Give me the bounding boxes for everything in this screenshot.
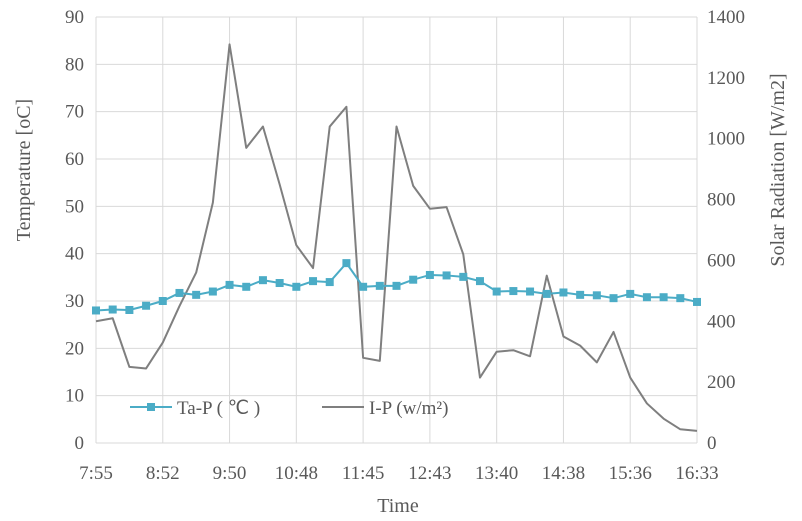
x-tick-label: 15:36 (609, 463, 652, 484)
y-tick-label: 60 (65, 149, 84, 170)
temperature-point (526, 287, 535, 296)
x-tick-label: 16:33 (675, 463, 718, 484)
series-line-solar-radiation (95, 43, 698, 432)
y2-tick-label: 1000 (707, 129, 745, 150)
x-tick-label: 14:38 (542, 463, 585, 484)
x-axis-ticks: 7:55 8:52 9:50 10:48 11:45 12:43 13:40 14:38 15:… (79, 463, 719, 484)
temperature-point (425, 270, 434, 279)
y2-axis-title: Solar Radiation [W/m2] (767, 73, 789, 266)
temperature-point (142, 301, 151, 310)
y-tick-label: 50 (65, 196, 84, 217)
temperature-point (693, 297, 701, 306)
temperature-point (659, 293, 668, 302)
temperature-point (158, 297, 167, 305)
y-tick-label: 40 (65, 244, 84, 265)
temperature-point (509, 287, 518, 296)
y-tick-label: 80 (65, 54, 84, 75)
temperature-point (92, 306, 100, 315)
x-tick-label: 13:40 (475, 463, 518, 484)
temperature-point (642, 293, 651, 302)
temperature-point (576, 290, 585, 299)
x-axis-title: Time (377, 495, 419, 517)
legend-marker-ta (147, 403, 155, 411)
y2-tick-label: 1400 (707, 7, 745, 28)
y-tick-label: 30 (65, 291, 84, 312)
right-axis-ticks: 0 200 400 600 800 1000 1200 1400 (707, 7, 745, 454)
temperature-point (175, 288, 184, 297)
temperature-point (475, 277, 484, 286)
y-tick-label: 70 (65, 102, 84, 123)
temperature-point (192, 290, 201, 299)
legend: Ta-P ( ℃ ) I-P (w/m²) (130, 398, 448, 419)
temperature-point (242, 282, 251, 291)
temperature-point (542, 289, 551, 298)
temperature-point (125, 305, 134, 314)
temperature-point (559, 288, 568, 297)
temperature-point (342, 259, 351, 268)
y2-tick-label: 400 (707, 311, 736, 332)
x-tick-label: 7:55 (79, 463, 113, 484)
temperature-point (409, 275, 418, 284)
x-tick-label: 11:45 (342, 463, 385, 484)
temperature-point (442, 271, 451, 280)
y2-tick-label: 200 (707, 372, 736, 393)
legend-label-ta: Ta-P ( ℃ ) (177, 398, 260, 419)
left-axis-ticks: 0 10 20 30 40 50 60 70 80 90 (65, 7, 84, 454)
x-tick-label: 12:43 (408, 463, 451, 484)
y-tick-label: 10 (65, 386, 84, 407)
temperature-point (592, 291, 601, 300)
y-axis-title: Temperature [oC] (13, 99, 35, 241)
x-tick-label: 9:50 (213, 463, 247, 484)
temperature-point (392, 281, 401, 290)
y2-tick-label: 800 (707, 190, 736, 211)
temperature-point (258, 276, 267, 285)
temperature-point (292, 282, 301, 291)
temperature-point (676, 294, 685, 303)
x-tick-label: 10:48 (275, 463, 318, 484)
y2-tick-label: 1200 (707, 68, 745, 89)
temperature-point (609, 294, 618, 303)
y-tick-label: 20 (65, 338, 84, 359)
x-tick-label: 8:52 (146, 463, 180, 484)
y2-tick-label: 600 (707, 250, 736, 271)
temperature-point (459, 272, 468, 281)
temperature-point (325, 278, 334, 287)
temperature-point (108, 305, 117, 314)
temperature-point (275, 279, 284, 288)
temperature-point (375, 281, 384, 290)
y2-tick-label: 0 (707, 433, 717, 454)
y-tick-label: 0 (75, 433, 85, 454)
legend-label-ip: I-P (w/m²) (369, 398, 448, 419)
temperature-point (225, 280, 234, 289)
temperature-point (626, 289, 635, 298)
y-tick-label: 90 (65, 7, 84, 28)
temperature-point (359, 282, 368, 291)
temperature-point (208, 287, 217, 296)
temperature-point (309, 277, 318, 286)
gridlines (95, 16, 698, 444)
temperature-point (492, 287, 501, 296)
series-layer (92, 43, 701, 432)
